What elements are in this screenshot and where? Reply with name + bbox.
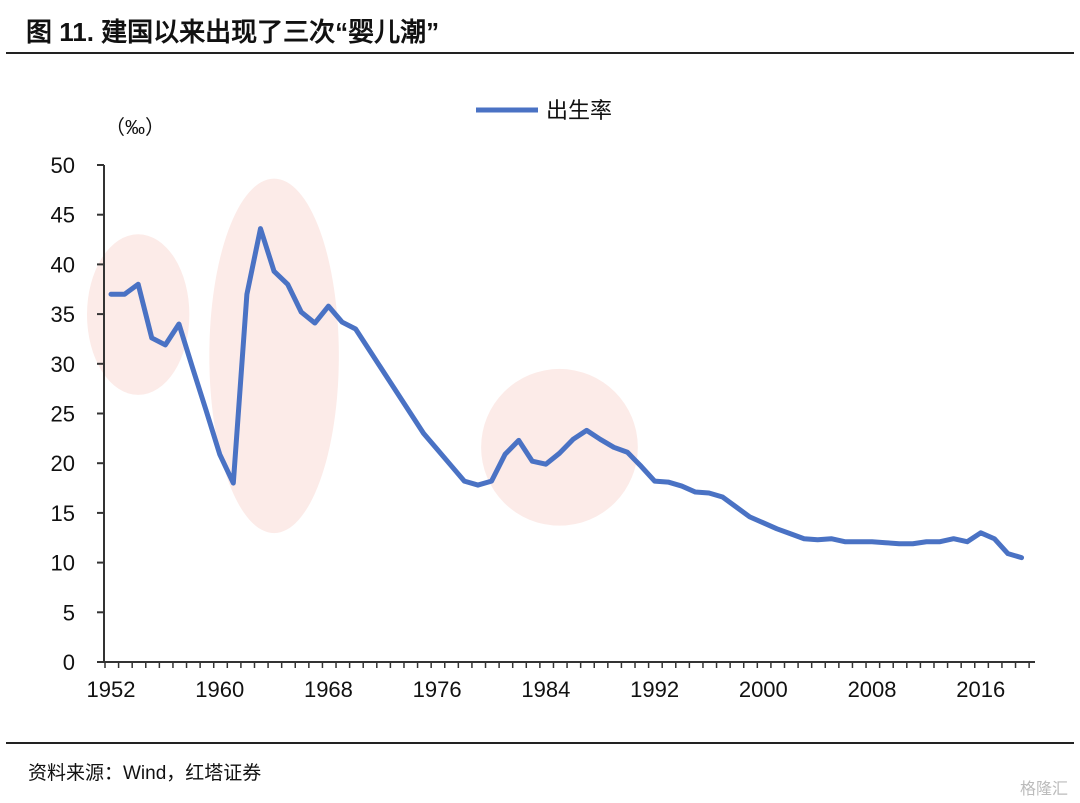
y-tick-label: 40 — [51, 252, 75, 277]
highlight-ellipse-3 — [481, 368, 638, 526]
x-tick-label: 2016 — [956, 677, 1005, 702]
y-tick-label: 30 — [51, 352, 75, 377]
highlight-ellipse-1 — [86, 234, 190, 395]
legend: 出生率 — [476, 98, 612, 123]
birth-rate-line — [108, 226, 1025, 561]
y-tick-label: 0 — [63, 650, 75, 675]
source-note: 资料来源：Wind，红塔证券 — [28, 763, 262, 784]
title-divider — [6, 52, 1074, 54]
y-tick-label: 5 — [63, 600, 75, 625]
y-tick-label: 35 — [51, 302, 75, 327]
highlight-ellipse-2 — [209, 178, 339, 534]
birth-rate-chart: 0 5 10 15 20 25 30 35 40 45 50 1952 1960 1968 1976 1984… — [51, 98, 1035, 702]
legend-label: 出生率 — [546, 98, 612, 123]
figure-title: 图 11. 建国以来出现了三次“婴儿潮” — [26, 17, 440, 47]
y-tick-label: 50 — [51, 153, 75, 178]
x-tick-label: 1968 — [304, 677, 353, 702]
baby-boom-highlights — [86, 178, 638, 534]
y-tick-label: 15 — [51, 501, 75, 526]
x-tick-label: 1984 — [521, 677, 570, 702]
y-tick-label: 10 — [51, 551, 75, 576]
x-tick-label: 1960 — [195, 677, 244, 702]
axes: 0 5 10 15 20 25 30 35 40 45 50 1952 1960 1968 1976 1984… — [51, 153, 1035, 702]
x-tick-label: 2000 — [739, 677, 788, 702]
y-axis-unit: （‰） — [105, 116, 165, 139]
series-birth-rate — [108, 226, 1025, 561]
x-tick-label: 1992 — [630, 677, 679, 702]
x-tick-label: 1952 — [87, 677, 136, 702]
x-tick-label: 2008 — [848, 677, 897, 702]
y-tick-label: 45 — [51, 203, 75, 228]
y-tick-label: 20 — [51, 451, 75, 476]
y-tick-label: 25 — [51, 402, 75, 427]
x-tick-label: 1976 — [413, 677, 462, 702]
watermark-logo: 格隆汇 — [1019, 781, 1068, 798]
footer-divider — [6, 742, 1074, 744]
